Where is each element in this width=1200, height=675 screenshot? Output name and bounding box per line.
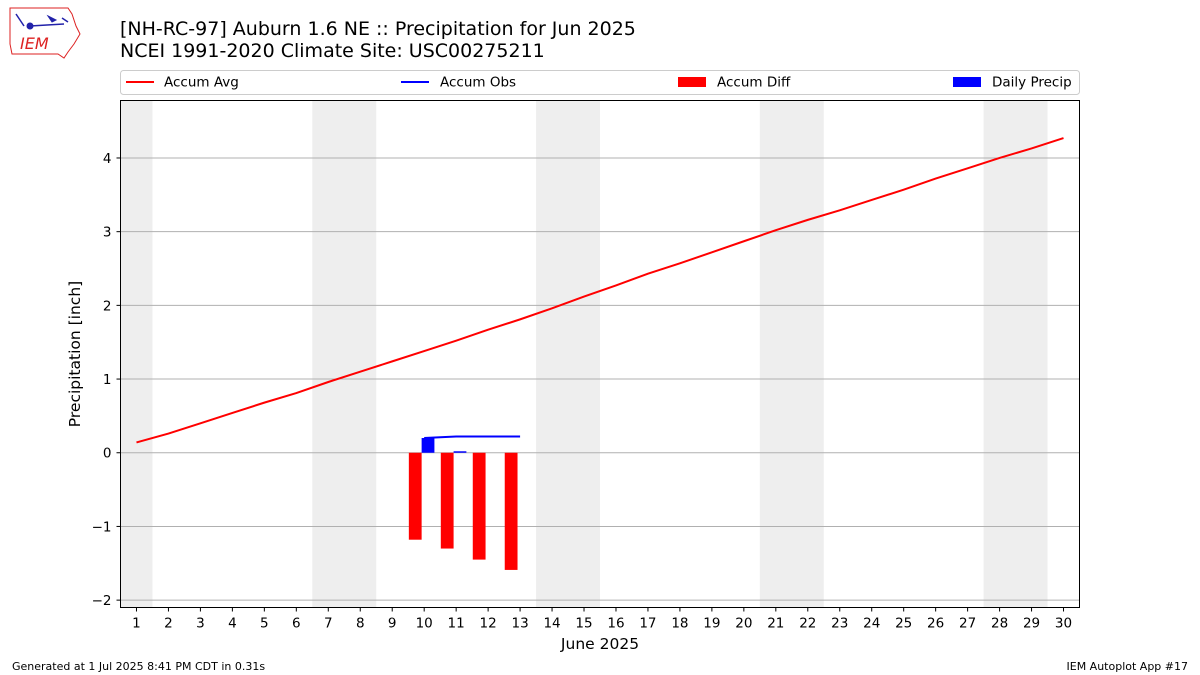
x-tick-label: 13 — [511, 616, 528, 632]
x-tick-label: 28 — [991, 616, 1008, 632]
y-tick-label: 2 — [103, 298, 112, 314]
x-tick-label: 25 — [895, 616, 912, 632]
footer-generated-text: Generated at 1 Jul 2025 8:41 PM CDT in 0… — [12, 660, 266, 673]
x-tick-label: 9 — [388, 616, 397, 632]
x-tick-label: 23 — [831, 616, 848, 632]
legend-label-accum-diff: Accum Diff — [717, 75, 791, 91]
daily-precip-bars — [421, 438, 467, 453]
gridlines — [120, 157, 1080, 601]
x-tick-label: 15 — [575, 616, 592, 632]
x-axis-label: June 2025 — [560, 635, 639, 653]
chart-title-line2: NCEI 1991-2020 Climate Site: USC00275211 — [120, 40, 545, 62]
x-tick-label: 29 — [1023, 616, 1040, 632]
x-tick-label: 30 — [1055, 616, 1072, 632]
x-tick-label: 24 — [863, 616, 880, 632]
y-tick-label: 0 — [103, 446, 112, 462]
x-tick-label: 22 — [799, 616, 816, 632]
x-tick-label: 19 — [703, 616, 720, 632]
y-tick-label: 3 — [103, 225, 112, 241]
accum-avg-line — [136, 137, 1064, 444]
x-tick-label: 4 — [228, 616, 237, 632]
accum-diff-bar — [408, 452, 422, 540]
accum-obs-line — [424, 435, 521, 440]
chart-title-line1: [NH-RC-97] Auburn 1.6 NE :: Precipitatio… — [120, 18, 636, 40]
x-tick-label: 14 — [543, 616, 560, 632]
x-tick-label: 26 — [927, 616, 944, 632]
weekend-bands — [120, 100, 1048, 608]
x-tick-label: 3 — [196, 616, 205, 632]
weekend-band — [312, 100, 377, 608]
x-tick-label: 11 — [448, 616, 465, 632]
accum-diff-bars — [408, 452, 518, 570]
logo-text: IEM — [20, 34, 49, 53]
iowa-state-outline — [9, 7, 81, 59]
accum-diff-bar — [440, 452, 454, 549]
x-tick-label: 16 — [607, 616, 624, 632]
legend-label-accum-obs: Accum Obs — [440, 75, 516, 91]
x-tick-label: 27 — [959, 616, 976, 632]
legend-swatch-daily-precip — [953, 77, 981, 87]
accum-diff-bar — [472, 452, 486, 560]
weather-station-icon — [15, 13, 69, 30]
x-axis-ticks: 1 2 3 4 5 6 7 8 9 10 11 12 13 14 15 16 17 18 19 20 21 22 23 24 2… — [132, 607, 1072, 632]
accum-diff-bar — [504, 452, 518, 570]
legend-swatch-accum-diff — [678, 77, 706, 87]
y-tick-label: 4 — [103, 151, 112, 167]
x-tick-label: 8 — [356, 616, 365, 632]
x-tick-label: 5 — [260, 616, 269, 632]
y-axis-ticks: −2 −1 0 1 2 3 4 — [92, 151, 121, 609]
x-tick-label: 6 — [292, 616, 301, 632]
weekend-band — [759, 100, 824, 608]
footer-app-text: IEM Autoplot App #17 — [1066, 660, 1189, 673]
x-tick-label: 10 — [416, 616, 433, 632]
y-axis-label: Precipitation [inch] — [66, 281, 84, 427]
legend-label-accum-avg: Accum Avg — [164, 75, 239, 91]
x-tick-label: 1 — [132, 616, 141, 632]
weekend-band — [120, 100, 153, 608]
x-tick-label: 2 — [164, 616, 173, 632]
x-tick-label: 12 — [480, 616, 497, 632]
plot-frame — [120, 100, 1080, 608]
chart-title: [NH-RC-97] Auburn 1.6 NE :: Precipitatio… — [120, 18, 636, 62]
y-tick-label: −1 — [92, 519, 112, 535]
legend-frame — [120, 70, 1080, 95]
x-tick-label: 20 — [735, 616, 752, 632]
iem-logo: IEM — [9, 7, 81, 59]
legend: Accum Avg Accum Obs Accum Diff Daily Pre… — [120, 70, 1080, 95]
daily-precip-bar — [421, 438, 435, 453]
y-tick-label: 1 — [103, 372, 112, 388]
x-tick-label: 21 — [767, 616, 784, 632]
x-tick-label: 17 — [639, 616, 656, 632]
daily-precip-bar — [453, 451, 467, 453]
y-tick-label: −2 — [92, 593, 112, 609]
legend-label-daily-precip: Daily Precip — [992, 75, 1072, 91]
x-tick-label: 18 — [671, 616, 688, 632]
weekend-band — [536, 100, 600, 608]
weekend-band — [983, 100, 1048, 608]
x-tick-label: 7 — [324, 616, 333, 632]
